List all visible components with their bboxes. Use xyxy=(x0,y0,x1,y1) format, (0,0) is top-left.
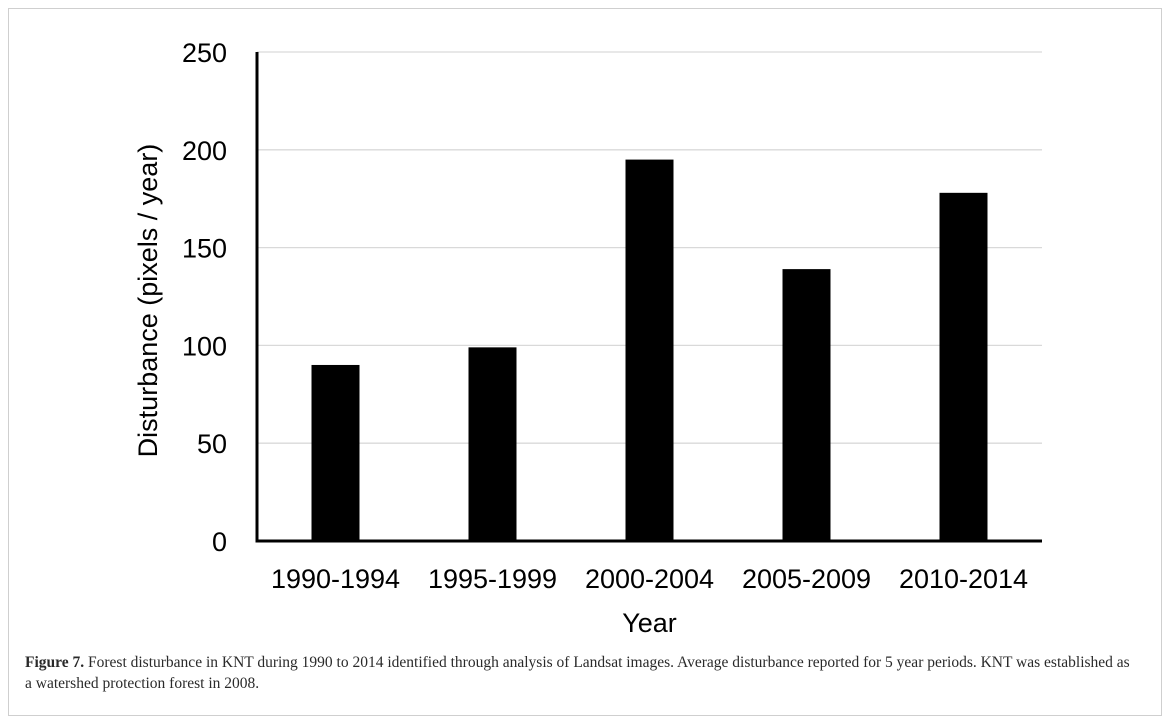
figure-label: Figure 7. xyxy=(25,654,85,671)
bar xyxy=(939,192,988,541)
x-tick-labels: 1990-1994 1995-1999 2000-2004 2005-2009 2010… xyxy=(271,564,1028,594)
y-tick-label: 250 xyxy=(182,38,227,68)
x-tick-label: 2005-2009 xyxy=(742,564,871,594)
y-tick-label: 50 xyxy=(197,429,227,459)
x-tick-label: 2010-2014 xyxy=(899,564,1028,594)
x-tick-label: 1995-1999 xyxy=(428,564,557,594)
y-tick-label: 200 xyxy=(182,136,227,166)
bar xyxy=(625,159,674,541)
y-tick-label: 100 xyxy=(182,331,227,361)
y-tick-labels: 0 50 100 150 200 250 xyxy=(182,38,227,557)
y-tick-label: 0 xyxy=(212,527,227,557)
figure-caption-text: Forest disturbance in KNT during 1990 to… xyxy=(25,654,1130,692)
bar xyxy=(782,269,831,541)
y-axis-title: Disturbance (pixels / year) xyxy=(133,144,163,458)
bar xyxy=(311,364,360,541)
x-tick-label: 1990-1994 xyxy=(271,564,400,594)
bars xyxy=(311,159,988,541)
y-tick-label: 150 xyxy=(182,234,227,264)
figure-caption: Figure 7. Forest disturbance in KNT duri… xyxy=(25,652,1135,694)
bar xyxy=(468,347,517,541)
x-tick-label: 2000-2004 xyxy=(585,564,714,594)
x-axis-title: Year xyxy=(622,608,677,638)
